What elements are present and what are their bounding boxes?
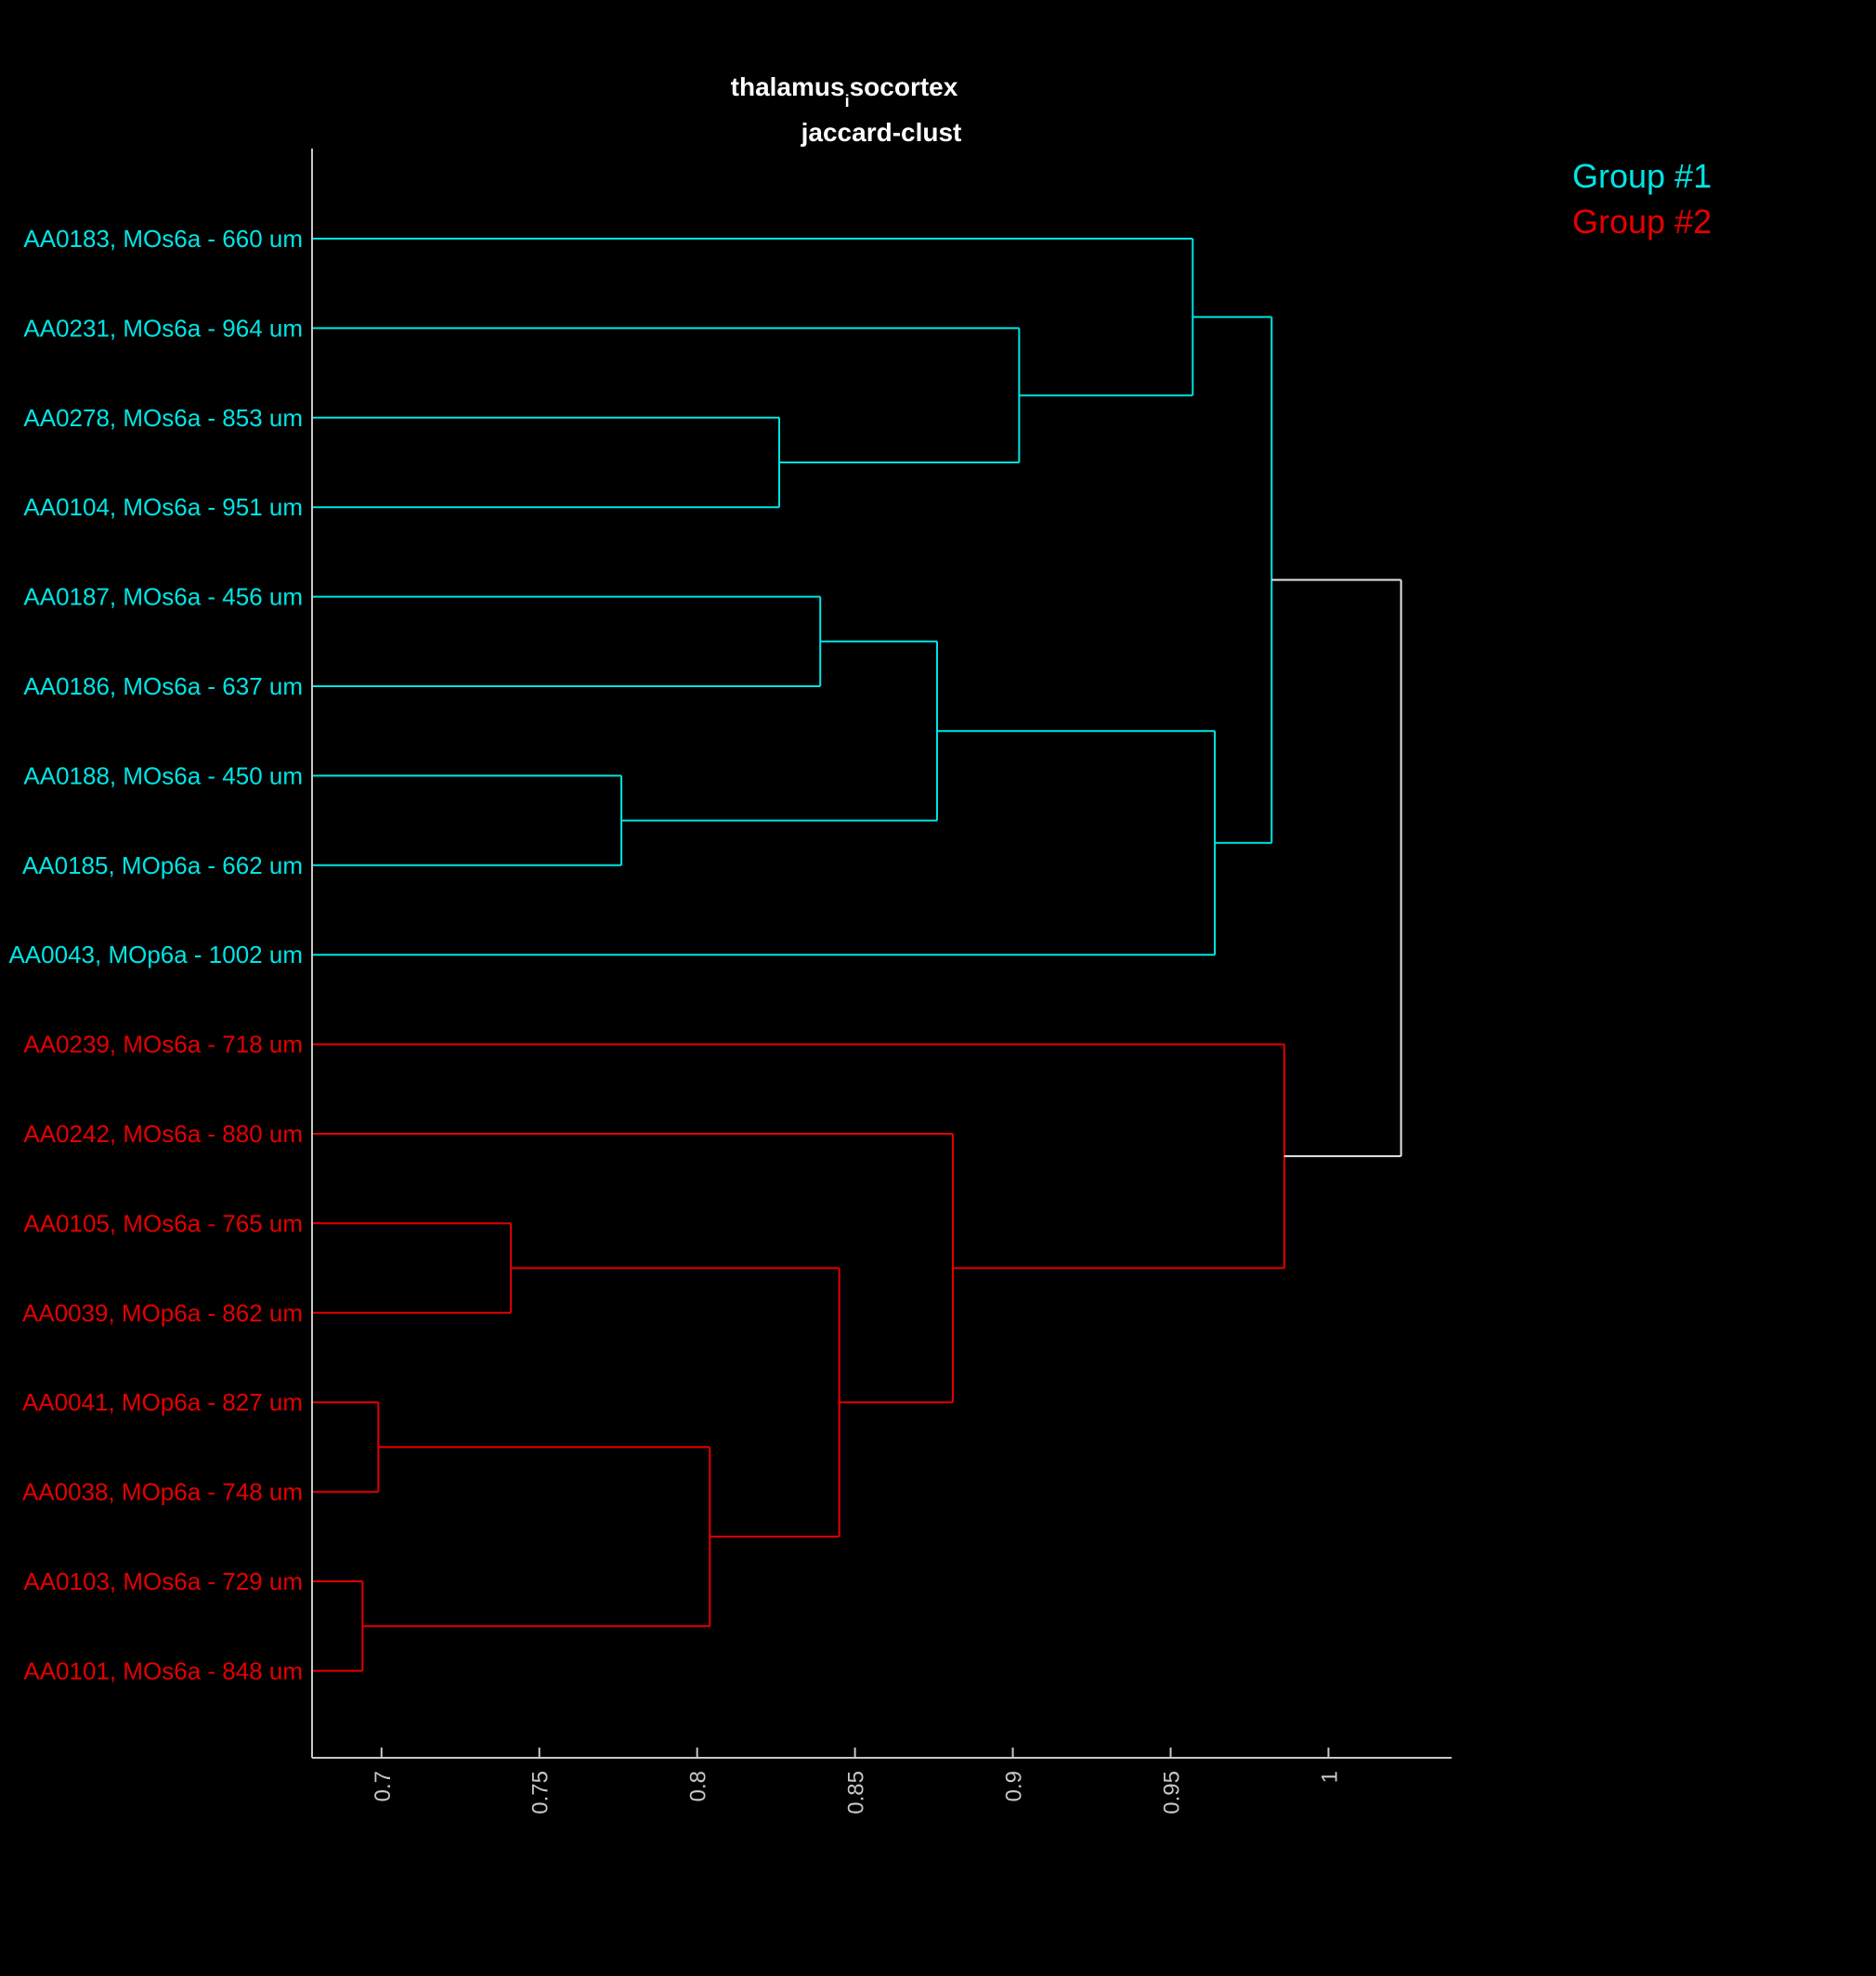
svg-text:thalamusisocortex: thalamusisocortex [731, 72, 958, 110]
leaf-label: AA0041, MOp6a - 827 um [22, 1388, 303, 1416]
x-tick-label: 0.85 [844, 1771, 869, 1814]
leaf-label: AA0105, MOs6a - 765 um [23, 1209, 303, 1237]
leaf-label: AA0183, MOs6a - 660 um [23, 225, 303, 253]
leaf-label: AA0104, MOs6a - 951 um [23, 493, 303, 521]
x-axis-ticks: 0.7 0.75 0.8 0.85 0.9 0.95 1 [371, 1748, 1342, 1814]
leaf-label: AA0239, MOs6a - 718 um [23, 1031, 303, 1059]
leaf-label: AA0039, MOp6a - 862 um [22, 1299, 303, 1327]
axes [311, 149, 1452, 1759]
leaf-label: AA0038, MOp6a - 748 um [22, 1478, 303, 1506]
dendrogram-links [312, 238, 1402, 1672]
leaf-label: AA0185, MOp6a - 662 um [22, 852, 303, 879]
x-tick-label: 1 [1317, 1771, 1342, 1783]
x-tick-label: 0.7 [371, 1771, 396, 1801]
legend: Group #1 Group #2 [1572, 157, 1712, 240]
title-suffix: socortex [850, 72, 958, 101]
x-tick-label: 0.95 [1159, 1771, 1184, 1814]
legend-entry-group-2: Group #2 [1572, 202, 1712, 240]
leaf-label: AA0101, MOs6a - 848 um [23, 1657, 303, 1684]
leaf-label: AA0278, MOs6a - 853 um [23, 404, 303, 432]
title-line2: jaccard-clust [801, 118, 962, 147]
leaf-label: AA0188, MOs6a - 450 um [23, 761, 303, 789]
leaf-label: AA0103, MOs6a - 729 um [23, 1567, 303, 1595]
leaf-label: AA0043, MOp6a - 1002 um [8, 941, 303, 968]
leaf-labels: AA0183, MOs6a - 660 um AA0231, MOs6a - 96… [8, 225, 303, 1684]
leaf-label: AA0186, MOs6a - 637 um [23, 672, 303, 700]
x-tick-label: 0.75 [528, 1771, 554, 1814]
leaf-label: AA0231, MOs6a - 964 um [23, 314, 303, 342]
chart-title: thalamusisocortex jaccard-clust [731, 72, 962, 147]
x-tick-label: 0.9 [1002, 1771, 1027, 1801]
leaf-label: AA0187, MOs6a - 456 um [23, 583, 303, 611]
title-prefix: thalamus [731, 72, 845, 101]
leaf-label: AA0242, MOs6a - 880 um [23, 1120, 303, 1148]
legend-entry-group-1: Group #1 [1572, 157, 1712, 195]
x-tick-label: 0.8 [686, 1771, 711, 1801]
title-subscript: i [845, 92, 850, 110]
